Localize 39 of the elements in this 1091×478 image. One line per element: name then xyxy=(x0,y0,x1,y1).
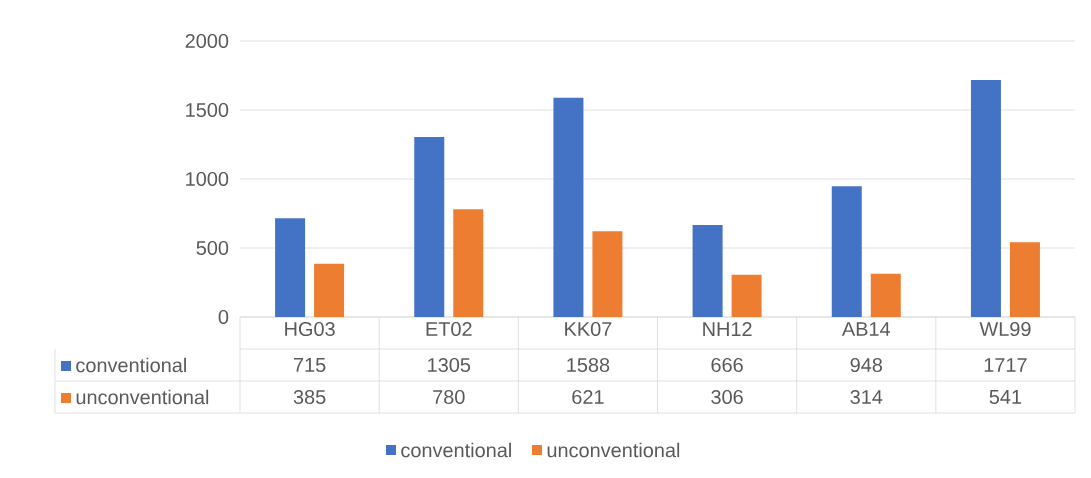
data-label: 1588 xyxy=(567,357,610,373)
bar xyxy=(275,218,306,317)
data-label: 715 xyxy=(294,358,326,372)
bar xyxy=(970,80,1001,317)
data-label: 1717 xyxy=(984,358,1027,372)
bar xyxy=(831,186,862,317)
legend-label: unconventional xyxy=(547,442,680,458)
bar xyxy=(553,97,584,317)
x-tick-label: WL99 xyxy=(979,321,1031,337)
y-tick-label: 0 xyxy=(218,309,229,325)
data-label: 666 xyxy=(711,357,743,373)
x-tick-label: AB14 xyxy=(841,322,891,336)
text: unconventional xyxy=(76,389,209,405)
bar xyxy=(414,136,445,317)
x-tick-label: HG03 xyxy=(285,321,335,337)
y-tick-label: 500 xyxy=(196,240,229,256)
data-label: 314 xyxy=(850,389,883,405)
data-label: 780 xyxy=(433,389,465,405)
data-label: 306 xyxy=(711,389,743,405)
bar xyxy=(692,225,723,317)
bar xyxy=(1009,242,1040,317)
bar xyxy=(731,274,762,317)
y-tick-label: 1500 xyxy=(186,102,229,118)
y-tick-label: 1000 xyxy=(186,171,229,187)
x-tick-label: ET02 xyxy=(426,321,472,337)
data-label: 1305 xyxy=(428,357,471,373)
data-label: 385 xyxy=(293,389,326,405)
bar xyxy=(592,231,623,317)
bar xyxy=(870,273,901,317)
x-tick-label: NH12 xyxy=(703,322,752,336)
y-tick-label: 2000 xyxy=(185,33,229,49)
legend-label: conventional xyxy=(76,357,186,373)
data-label: 541 xyxy=(989,390,1022,404)
x-tick-label: KK07 xyxy=(565,321,612,337)
bar xyxy=(453,209,484,317)
data-label: 621 xyxy=(572,389,604,405)
data-label: 948 xyxy=(850,357,883,373)
text: conventional xyxy=(401,442,511,458)
bar xyxy=(314,263,345,317)
